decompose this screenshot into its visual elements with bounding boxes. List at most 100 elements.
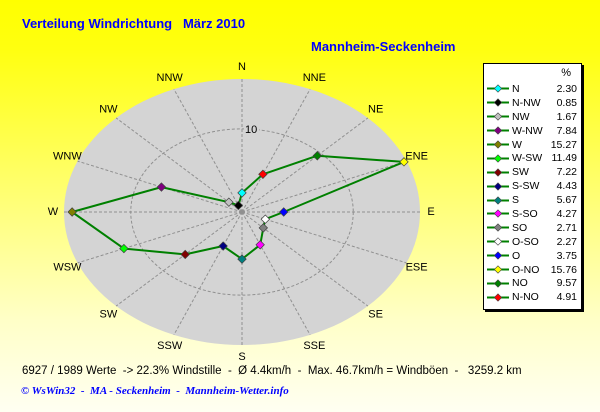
statistics-line: 6927 / 1989 Werte -> 22.3% Windstille - … bbox=[22, 365, 522, 377]
legend-label: N-NW bbox=[512, 96, 541, 109]
grid-spoke-NNW bbox=[173, 88, 243, 213]
axis-label-NNE: NNE bbox=[303, 72, 326, 84]
marker-N bbox=[237, 188, 247, 198]
legend-marker-S-SO bbox=[487, 209, 509, 219]
axis-label-SE: SE bbox=[368, 308, 383, 320]
axis-label-NE: NE bbox=[368, 103, 383, 115]
marker-W-SW bbox=[119, 243, 129, 254]
marker-S-SO bbox=[255, 240, 265, 250]
legend-marker-W-SW bbox=[487, 154, 509, 163]
legend-value: 7.84 bbox=[556, 124, 577, 137]
axis-label-SSW: SSW bbox=[157, 340, 183, 352]
legend-value: 7.22 bbox=[556, 166, 577, 179]
axis-label-ENE: ENE bbox=[405, 150, 428, 162]
marker-S bbox=[237, 254, 247, 264]
legend-marker-O bbox=[487, 251, 509, 260]
legend-marker-S bbox=[487, 195, 509, 205]
legend-value: 3.75 bbox=[556, 249, 577, 262]
marker-O bbox=[279, 207, 289, 217]
legend-label: O bbox=[512, 249, 521, 262]
axis-label-ESE: ESE bbox=[406, 261, 428, 273]
ring-label: 10 bbox=[245, 124, 257, 136]
grid-spoke-NW bbox=[115, 117, 243, 213]
legend-value: 2.27 bbox=[556, 235, 577, 248]
legend-marker-O-SO bbox=[487, 237, 509, 246]
legend-value: 2.71 bbox=[556, 221, 577, 234]
legend-value: 15.27 bbox=[550, 138, 577, 151]
axis-label-WSW: WSW bbox=[53, 261, 82, 273]
legend-marker-NO bbox=[487, 279, 509, 288]
legend-item-NO: NO 9.57 bbox=[487, 276, 577, 290]
legend-value: 1.67 bbox=[556, 110, 577, 123]
legend-value: 11.49 bbox=[551, 152, 578, 165]
legend-label: W-NW bbox=[512, 124, 543, 137]
marker-N-NO bbox=[258, 169, 268, 179]
legend-item-SO: SO 2.71 bbox=[487, 221, 577, 235]
legend-item-W-SW: W-SW 11.49 bbox=[487, 151, 577, 165]
grid-spoke-SSE bbox=[241, 211, 311, 336]
marker-W-NW bbox=[156, 182, 167, 192]
axis-label-W: W bbox=[48, 206, 59, 218]
axis-label-E: E bbox=[427, 206, 434, 218]
axis-label-SSE: SSE bbox=[303, 340, 325, 352]
legend-marker-N-NW bbox=[487, 98, 509, 107]
legend-label: O-SO bbox=[512, 235, 539, 248]
legend-item-W-NW: W-NW 7.84 bbox=[487, 124, 577, 138]
marker-S-SW bbox=[218, 241, 228, 251]
legend-label: SO bbox=[512, 221, 528, 234]
legend-label: SW bbox=[512, 166, 529, 179]
axis-label-NNW: NNW bbox=[157, 72, 184, 84]
marker-NO bbox=[312, 151, 322, 161]
grid-spoke-SSW bbox=[173, 211, 243, 336]
legend-item-O: O 3.75 bbox=[487, 249, 577, 263]
legend-value: 2.30 bbox=[556, 82, 577, 95]
axis-label-NW: NW bbox=[99, 103, 118, 115]
legend-value: 0.85 bbox=[556, 96, 577, 109]
marker-NW bbox=[224, 197, 234, 207]
legend-item-N-NW: N-NW 0.85 bbox=[487, 96, 577, 110]
legend-header-percent: % bbox=[561, 67, 571, 79]
legend-item-O-NO: O-NO 15.76 bbox=[487, 263, 577, 277]
axis-label-N: N bbox=[238, 61, 246, 73]
legend-item-S-SW: S-SW 4.43 bbox=[487, 179, 577, 193]
legend-label: S-SW bbox=[512, 180, 540, 193]
legend-value: 15.76 bbox=[550, 263, 577, 276]
marker-W bbox=[67, 207, 77, 217]
legend-marker-W-NW bbox=[487, 126, 509, 135]
credit-line: © WsWin32 - MA - Seckenheim - Mannheim-W… bbox=[21, 385, 289, 397]
legend-rows: N 2.30 N-NW 0.85 NW 1.67 W-NW 7.84 W 15.27 W-SW 11.… bbox=[487, 82, 577, 304]
grid-spoke-NNE bbox=[241, 88, 311, 213]
legend-item-S: S 5.67 bbox=[487, 193, 577, 207]
legend-marker-NW bbox=[487, 112, 509, 121]
legend-value: 4.27 bbox=[556, 207, 577, 220]
grid-spoke-ENE bbox=[241, 160, 407, 213]
legend-marker-SW bbox=[487, 168, 509, 177]
legend-label: N-NO bbox=[512, 291, 539, 304]
marker-O-SO bbox=[260, 214, 271, 224]
marker-SW bbox=[180, 249, 190, 260]
ring-label-bg bbox=[244, 121, 259, 135]
legend-label: W-SW bbox=[512, 152, 543, 165]
legend-label: S bbox=[512, 194, 520, 207]
grid-spoke-SW bbox=[115, 211, 243, 307]
legend-label: N bbox=[512, 82, 520, 95]
legend-label: O-NO bbox=[512, 263, 540, 276]
legend-item-N-NO: N-NO 4.91 bbox=[487, 290, 577, 304]
legend-item-O-SO: O-SO 2.27 bbox=[487, 235, 577, 249]
legend-value: 4.91 bbox=[556, 291, 577, 304]
legend-item-N: N 2.30 bbox=[487, 82, 577, 96]
legend-marker-S-SW bbox=[487, 182, 509, 191]
legend-marker-O-NO bbox=[487, 265, 509, 274]
legend-value: 4.43 bbox=[556, 180, 577, 193]
grid-spoke-ESE bbox=[241, 211, 407, 264]
legend-marker-N bbox=[487, 84, 509, 94]
chart-title: Verteilung Windrichtung März 2010 bbox=[22, 16, 246, 31]
legend-item-W: W 15.27 bbox=[487, 138, 577, 152]
legend-item-SW: SW 7.22 bbox=[487, 165, 577, 179]
legend-marker-W bbox=[487, 140, 509, 149]
legend-item-S-SO: S-SO 4.27 bbox=[487, 207, 577, 221]
marker-N-NW bbox=[233, 200, 244, 211]
legend-box: % N 2.30 N-NW 0.85 NW 1.67 W-NW 7.84 W 15.27 W-SW 1… bbox=[483, 63, 582, 310]
